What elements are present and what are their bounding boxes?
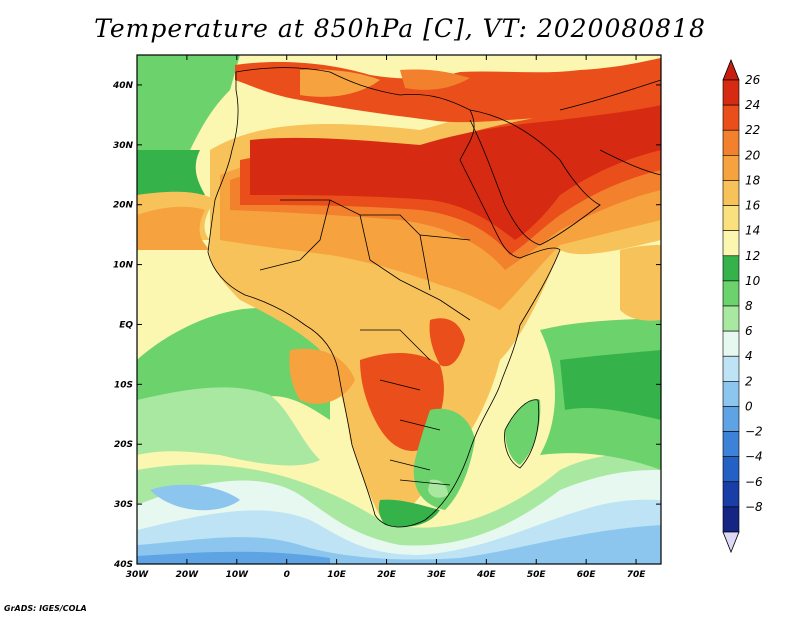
colorbar-bottom-arrow [722,531,740,554]
colorbar-swatch [722,330,740,357]
lat-tick-label: EQ [119,320,133,330]
lon-tick-label: 10W [226,570,250,580]
colorbar-label: 8 [745,299,753,313]
colorbar-label: 2 [745,374,753,388]
lat-tick-label: 10N [113,261,134,271]
lat-tick-label: 30S [114,500,133,510]
colorbar-label: 10 [745,274,761,288]
colorbar-label: −6 [745,475,763,489]
lon-tick-label: 30W [126,570,150,580]
longitude-labels: 30W 20W 10W 0 10E 20E 30E 40E 50E 60E 70E [126,570,646,580]
axis-ticks [136,55,661,565]
credit-text: GrADS: IGES/COLA [4,604,87,613]
colorbar-swatch [722,129,740,156]
colorbar-swatch [722,180,740,206]
colorbar-swatch [722,205,740,231]
colorbar-swatch [722,355,740,382]
colorbar-top-arrow [722,58,740,81]
lon-tick-label: 30E [427,570,447,580]
colorbar-swatch [722,431,740,457]
colorbar-label: 16 [745,199,761,213]
colorbar-swatch [722,280,740,307]
colorbar-swatch [722,255,740,282]
lon-tick-label: 20W [176,570,200,580]
map-title: Temperature at 850hPa [C], VT: 202008081… [94,14,706,43]
colorbar-swatch [722,406,740,432]
colorbar-label: −8 [745,500,763,514]
colorbar-label: 12 [745,249,760,263]
plot-frame [136,54,662,565]
lat-tick-label: 20N [113,201,134,211]
lat-tick-label: 10S [114,380,133,390]
colorbar-label: 4 [745,349,753,363]
lat-tick-label: 30N [113,141,134,151]
colorbar-label: −4 [745,450,763,464]
colorbar-label: 20 [745,148,761,162]
colorbar-swatch [722,230,740,257]
temperature-field [137,55,661,564]
coastlines [207,67,661,528]
colorbar-swatch [722,481,740,508]
colorbar-swatch [722,506,740,533]
colorbar-swatch [722,104,740,131]
latitude-labels: 40N 30N 20N 10N EQ 10S 20S 30S 40S [112,81,134,570]
colorbar-label: 18 [745,173,761,187]
colorbar-swatch [722,79,740,106]
lat-tick-label: 20S [114,440,133,450]
colorbar-swatch [722,381,740,407]
lon-tick-label: 10E [327,570,347,580]
colorbar-label: 14 [745,224,760,238]
colorbar-label: 0 [745,399,753,413]
lat-tick-label: 40S [113,560,133,570]
colorbar-label: 26 [745,73,761,87]
colorbar-label: −2 [745,425,763,439]
lon-tick-label: 50E [527,570,547,580]
lon-tick-label: 60E [577,570,597,580]
colorbar-swatch [722,305,740,332]
colorbar-label: 6 [745,324,753,338]
lon-tick-label: 70E [627,570,647,580]
colorbar-label: 22 [745,123,760,137]
lon-tick-label: 0 [284,570,290,580]
colorbar-label: 24 [745,98,760,112]
lat-tick-label: 40N [112,81,134,91]
colorbar-swatch [722,155,740,181]
lon-tick-label: 40E [476,570,497,580]
colorbar-swatch [722,456,740,483]
lon-tick-label: 20E [377,570,397,580]
